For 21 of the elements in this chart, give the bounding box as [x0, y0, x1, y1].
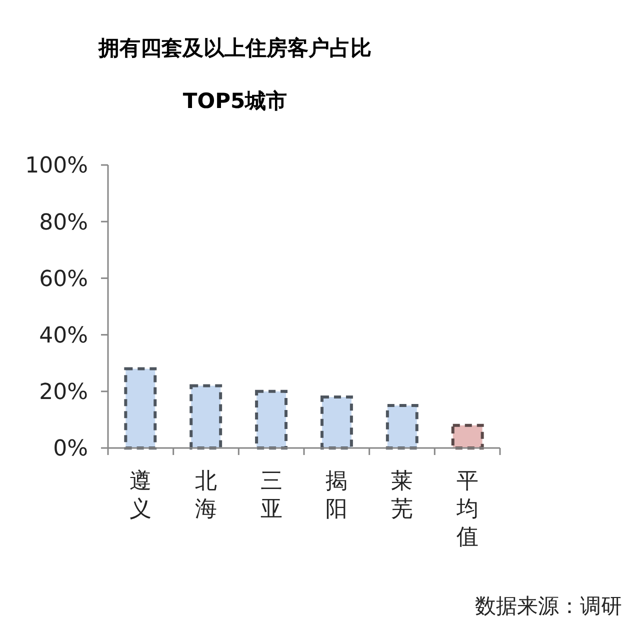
bar [190, 384, 222, 450]
chart-title: 拥有四套及以上住房客户占比 [98, 36, 372, 60]
y-tick-label: 60% [39, 266, 88, 292]
x-tick-label: 莱芜 [391, 469, 413, 522]
y-tick-label: 20% [39, 380, 88, 406]
y-tick-label: 100% [25, 154, 88, 179]
chart-subtitle: TOP5城市 [182, 89, 288, 113]
x-tick-label: 遵义 [130, 469, 152, 522]
y-tick-label: 80% [39, 210, 88, 236]
y-tick-label: 40% [39, 324, 88, 348]
x-tick-label: 平均值 [455, 469, 478, 550]
source-note: 数据来源：调研 [475, 594, 622, 618]
bar [255, 390, 288, 450]
bar [320, 396, 353, 450]
bar [386, 404, 418, 450]
bar [124, 367, 157, 450]
x-tick-label: 三亚 [260, 469, 282, 522]
bar [451, 424, 484, 450]
x-tick-label: 北海 [195, 469, 217, 522]
x-tick-label: 揭阳 [326, 469, 348, 522]
y-tick-label: 0% [53, 436, 88, 462]
